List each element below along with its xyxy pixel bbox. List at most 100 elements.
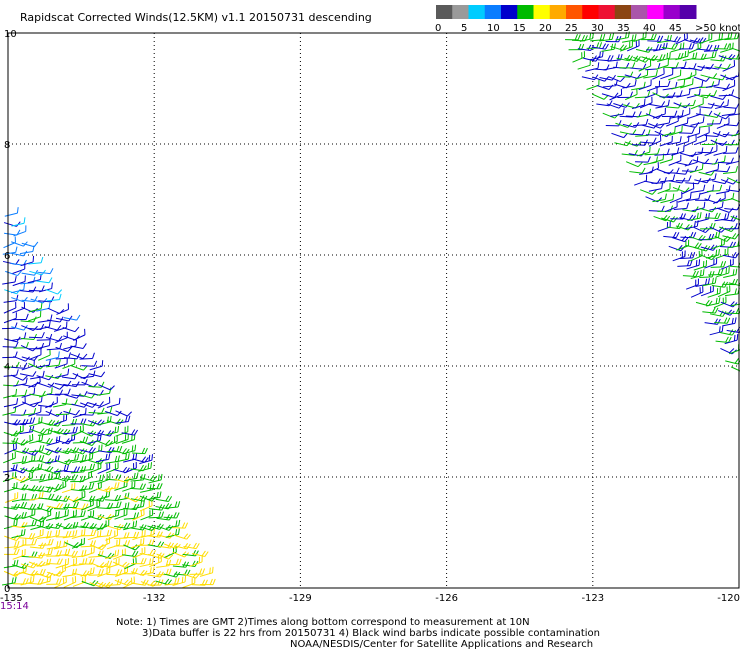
wind-barb — [132, 447, 148, 455]
wind-barb — [79, 352, 95, 360]
wind-barb — [95, 453, 111, 463]
wind-barb — [661, 126, 676, 137]
wind-barb — [707, 101, 725, 108]
wind-barb — [599, 74, 616, 81]
wind-barb — [71, 390, 88, 397]
wind-barb — [723, 268, 738, 278]
wind-barb — [28, 310, 42, 322]
colorbar-swatch — [484, 5, 502, 19]
wind-barb — [132, 529, 146, 541]
wind-barb — [72, 328, 86, 341]
wind-barb — [677, 107, 691, 119]
y-tick-label: 0 — [4, 584, 10, 595]
wind-barb — [720, 258, 734, 270]
wind-barb — [146, 531, 163, 538]
wind-barb — [690, 249, 703, 262]
wind-barb — [675, 175, 692, 182]
wind-barb — [131, 558, 147, 565]
wind-barb — [105, 509, 120, 520]
wind-barb — [28, 406, 42, 417]
wind-barb — [105, 474, 122, 481]
wind-barb — [661, 110, 678, 118]
wind-barb — [70, 466, 87, 474]
wind-barb — [720, 347, 737, 355]
wind-barb — [657, 183, 671, 195]
wind-barb — [730, 197, 740, 203]
wind-barb — [13, 313, 29, 321]
y-axis-ticks: 0 2 4 6 8 10 — [4, 29, 17, 595]
wind-barb — [672, 250, 686, 262]
wind-barb — [45, 373, 62, 379]
wind-barb — [114, 492, 130, 502]
wind-barb — [56, 303, 69, 315]
wind-barb — [640, 137, 657, 144]
wind-barb — [707, 287, 721, 298]
wind-barb — [62, 326, 80, 333]
wind-barb — [677, 259, 693, 267]
wind-barb — [115, 415, 131, 424]
wind-barb — [673, 102, 691, 109]
wind-barb — [4, 534, 21, 542]
wind-barb — [583, 55, 600, 62]
wind-barb — [123, 512, 140, 520]
wind-barb — [619, 40, 633, 52]
wind-barb — [657, 52, 671, 63]
wind-barb — [157, 532, 175, 539]
wind-barb — [3, 312, 17, 324]
wind-barb — [718, 89, 735, 97]
wind-barb — [71, 537, 85, 549]
wind-barb — [699, 270, 715, 279]
wind-barb — [631, 98, 646, 110]
wind-barb — [675, 32, 688, 45]
colorbar-label: 20 — [539, 23, 552, 34]
footer-credit: NOAA/NESDIS/Center for Satellite Applica… — [290, 639, 593, 650]
colorbar-swatch — [566, 5, 583, 19]
wind-barb — [4, 514, 22, 521]
wind-barb — [646, 162, 659, 175]
wind-barb — [701, 138, 718, 145]
wind-barb — [146, 483, 163, 490]
wind-barb — [690, 269, 705, 280]
wind-barb — [10, 374, 28, 381]
wind-barb — [688, 41, 702, 54]
wind-barb — [667, 136, 682, 146]
x-axis-ticks: -135 -132 -129 -126 -123 -120 — [0, 593, 740, 604]
wind-barb — [45, 483, 63, 491]
wind-barb — [163, 512, 180, 519]
wind-barb — [22, 449, 39, 456]
wind-barb — [29, 445, 45, 453]
wind-barb — [45, 529, 61, 539]
wind-barb — [45, 511, 60, 522]
wind-barb — [671, 79, 686, 90]
wind-barb — [724, 204, 740, 211]
wind-barb — [644, 87, 658, 99]
wind-barb — [630, 63, 647, 70]
wind-barb — [55, 388, 71, 395]
wind-barb — [122, 576, 135, 589]
colorbar-label: 5 — [461, 23, 467, 34]
wind-barb — [72, 407, 87, 418]
wind-barb — [617, 91, 633, 98]
wind-barb — [12, 275, 26, 287]
wind-barb — [28, 285, 45, 292]
wind-barb — [147, 523, 164, 530]
wind-barb — [657, 221, 671, 232]
wind-barb — [697, 126, 710, 139]
wind-barb — [660, 193, 675, 204]
wind-barb — [680, 63, 697, 70]
wind-barb — [62, 358, 76, 369]
wind-barb — [715, 248, 729, 259]
wind-barb — [106, 418, 124, 425]
wind-barb — [655, 59, 669, 70]
wind-barb — [72, 436, 89, 444]
wind-barb — [80, 529, 97, 537]
wind-barb — [690, 116, 705, 126]
wind-barb — [3, 519, 18, 530]
wind-barb — [12, 548, 26, 560]
wind-barb — [30, 428, 48, 435]
wind-barb — [22, 508, 36, 520]
wind-barb — [38, 349, 51, 361]
wind-barb — [46, 578, 62, 585]
wind-barb — [21, 325, 38, 332]
